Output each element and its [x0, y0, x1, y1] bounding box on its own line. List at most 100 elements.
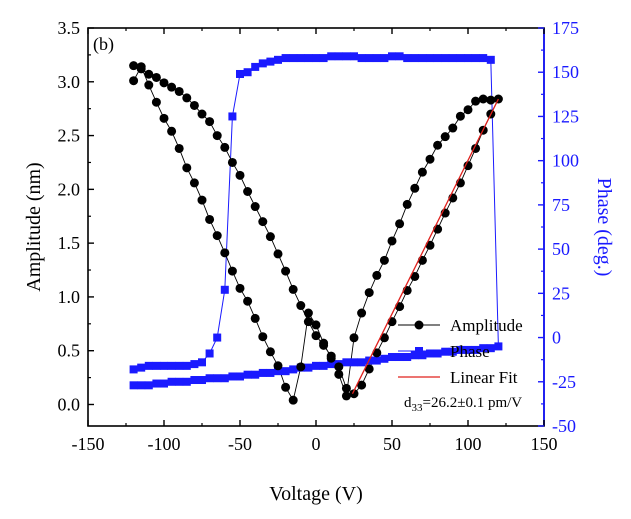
- phase-point: [433, 54, 442, 63]
- phase-point: [289, 54, 298, 63]
- amplitude-point: [372, 270, 382, 280]
- amplitude-point: [205, 214, 215, 224]
- phase-point: [213, 374, 222, 383]
- x-tick-label: -150: [72, 434, 105, 454]
- phase-point: [137, 363, 146, 372]
- amplitude-point: [364, 364, 374, 374]
- amplitude-point: [273, 249, 283, 259]
- phase-point: [410, 351, 419, 360]
- x-tick-label: 100: [455, 434, 482, 454]
- phase-point: [160, 379, 168, 388]
- phase-point: [144, 361, 153, 370]
- phase-point: [357, 54, 366, 63]
- amplitude-point: [357, 308, 367, 318]
- amplitude-point: [303, 317, 313, 327]
- amplitude-point: [296, 301, 306, 311]
- amplitude-point: [167, 82, 177, 92]
- amplitude-point: [273, 361, 283, 371]
- phase-point: [388, 52, 396, 61]
- amplitude-point: [478, 94, 488, 104]
- amplitude-point: [311, 331, 321, 341]
- phase-point: [410, 54, 419, 63]
- left-tick-label: 2.0: [58, 179, 81, 199]
- phase-point: [152, 379, 161, 388]
- phase-point: [243, 370, 252, 379]
- amplitude-point: [212, 231, 222, 241]
- phase-point: [281, 367, 290, 376]
- phase-point: [167, 377, 176, 386]
- d33-annotation: d33=26.2±0.1 pm/V: [404, 395, 522, 414]
- d33-value: =26.2±0.1 pm/V: [423, 395, 523, 411]
- legend: Amplitude Phase Linear Fit d33=26.2±0.1 …: [398, 316, 523, 414]
- legend-amplitude-label: Amplitude: [450, 316, 523, 335]
- amplitude-point: [174, 143, 184, 153]
- phase-point: [312, 361, 320, 370]
- d33-prefix: d: [404, 395, 412, 411]
- phase-point: [243, 68, 252, 77]
- amplitude-point: [410, 271, 420, 281]
- legend-item-amplitude: Amplitude: [398, 316, 523, 335]
- fit-segment: [351, 98, 499, 395]
- right-tick-label: 0: [552, 328, 561, 348]
- left-axis-title: Amplitude (nm): [23, 162, 45, 291]
- phase-point: [479, 54, 488, 63]
- phase-point: [236, 372, 244, 381]
- phase-point: [304, 54, 313, 63]
- phase-point: [433, 349, 442, 358]
- phase-point: [281, 54, 290, 63]
- linear-fit-line: [351, 98, 499, 395]
- phase-point: [395, 353, 404, 362]
- phase-point: [350, 52, 358, 61]
- amplitude-point: [341, 383, 351, 393]
- amplitude-point: [357, 380, 367, 390]
- left-tick-label: 3.5: [58, 18, 81, 38]
- phase-point: [448, 54, 457, 63]
- phase-point: [251, 370, 260, 379]
- phase-point: [160, 361, 168, 370]
- phase-point: [274, 367, 282, 376]
- right-tick-label: 75: [552, 195, 570, 215]
- phase-point: [464, 54, 472, 63]
- amplitude-point: [212, 131, 222, 141]
- phase-point: [365, 54, 374, 63]
- amplitude-point: [440, 132, 450, 142]
- phase-point: [448, 347, 457, 356]
- phase-point: [152, 361, 161, 370]
- amplitude-point: [433, 140, 443, 150]
- amplitude-point: [379, 333, 389, 343]
- amplitude-point: [296, 362, 306, 372]
- amplitude-point: [303, 308, 313, 318]
- phase-point: [228, 112, 237, 121]
- right-tick-label: 25: [552, 283, 570, 303]
- phase-point: [418, 54, 427, 63]
- phase-point: [471, 54, 480, 63]
- left-tick-group: 0.0 0.5 1.0 1.5 2.0 2.5 3.0 3.5: [58, 18, 94, 414]
- phase-point: [486, 344, 495, 353]
- amplitude-point: [395, 219, 405, 229]
- left-tick-label: 1.5: [58, 233, 81, 253]
- amplitude-point: [486, 95, 496, 105]
- amplitude-point: [144, 80, 154, 90]
- legend-amplitude-marker: [414, 320, 424, 330]
- right-tick-label: 125: [552, 106, 579, 126]
- phase-point: [441, 347, 450, 356]
- phase-point: [213, 333, 222, 342]
- amplitude-point: [189, 178, 199, 188]
- phase-point: [441, 54, 450, 63]
- amplitude-point: [395, 302, 405, 312]
- panel-label: (b): [93, 34, 114, 55]
- phase-point: [198, 376, 206, 385]
- amplitude-point: [281, 266, 291, 276]
- phase-point: [175, 377, 184, 386]
- amplitude-point: [463, 161, 473, 171]
- left-tick-label: 0.0: [58, 394, 81, 414]
- amplitude-point: [174, 86, 184, 96]
- amplitude-point: [417, 255, 427, 265]
- phase-point: [426, 349, 434, 358]
- amplitude-point: [136, 62, 146, 72]
- phase-point: [334, 52, 343, 61]
- x-tick-label: 0: [312, 434, 321, 454]
- amplitude-point: [288, 395, 298, 405]
- phase-point: [403, 353, 412, 362]
- amplitude-point: [129, 76, 139, 86]
